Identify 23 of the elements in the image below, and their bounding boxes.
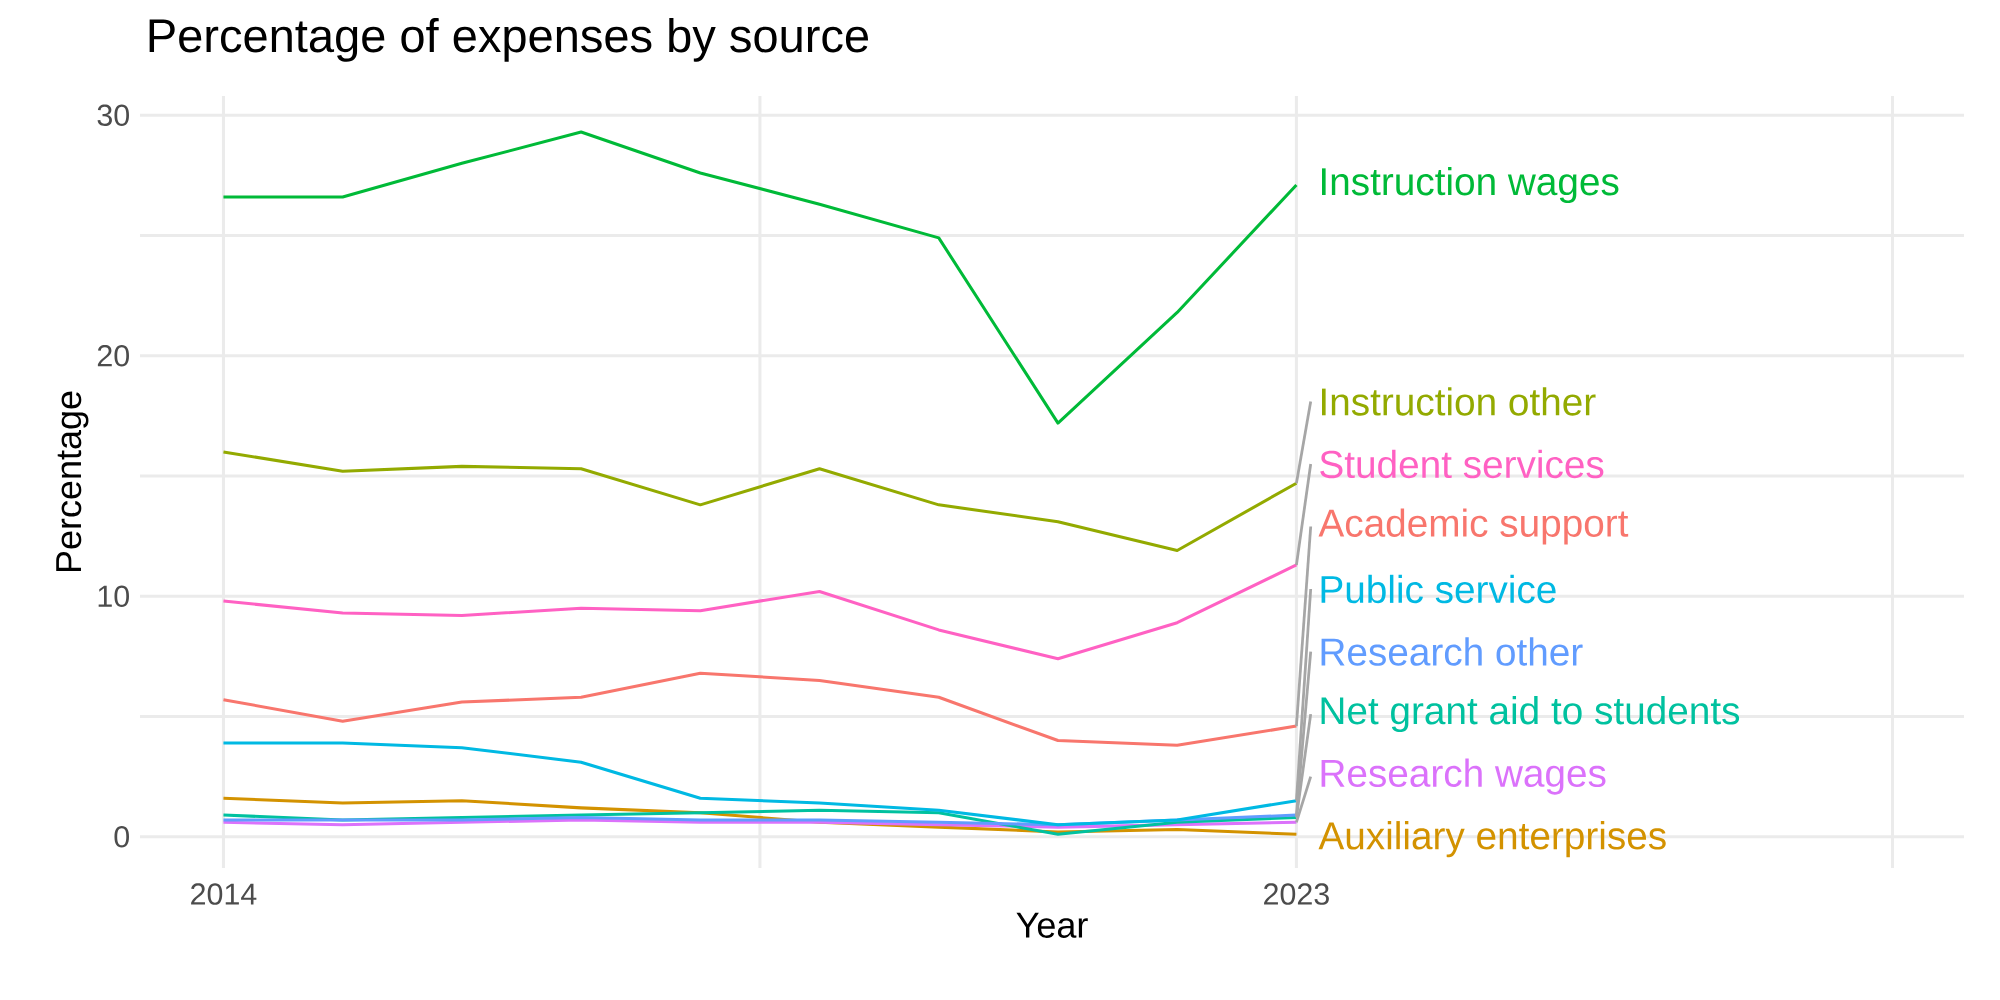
text: Academic support [1318,508,1629,545]
text: Research other [1321,637,1583,666]
series-label: Instruction other [1321,387,1596,416]
series-label: Research wages [1321,758,1606,795]
y-tick-label: 30 [97,104,129,127]
series-label: Auxiliary enterprises [1318,821,1666,858]
line-series [221,741,1298,827]
chart-title: Percentage of expenses by source [149,17,869,62]
y-tick-label: 10 [98,585,129,608]
line-series [221,671,1298,747]
series-label: Instruction wages [1321,166,1619,204]
x-axis-title: Year [1016,912,1088,938]
y-axis-title: Percentage [56,391,89,572]
text: Student services [1320,449,1604,479]
line-series [221,450,1298,553]
x-tick-label: 2014 [191,883,257,905]
y-tick-label: 20 [97,344,129,367]
line-series [221,563,1298,661]
y-tick-label: 0 [114,825,129,848]
line-series [221,130,1298,425]
x-tick-label: 2023 [1264,883,1329,905]
text: Public service [1321,574,1556,604]
text: Net grant aid to students [1321,696,1740,733]
